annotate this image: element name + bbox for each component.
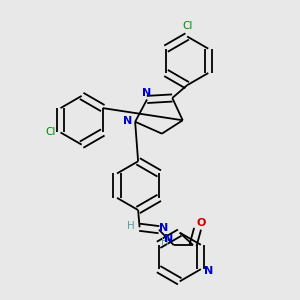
Text: Cl: Cl (183, 21, 193, 31)
Text: Cl: Cl (46, 128, 56, 137)
Text: N: N (142, 88, 151, 98)
Text: N: N (164, 234, 173, 244)
Text: N: N (123, 116, 132, 126)
Text: N: N (159, 223, 168, 233)
Text: H: H (128, 221, 135, 231)
Text: N: N (204, 266, 213, 276)
Text: O: O (196, 218, 206, 228)
Text: H: H (161, 237, 169, 247)
